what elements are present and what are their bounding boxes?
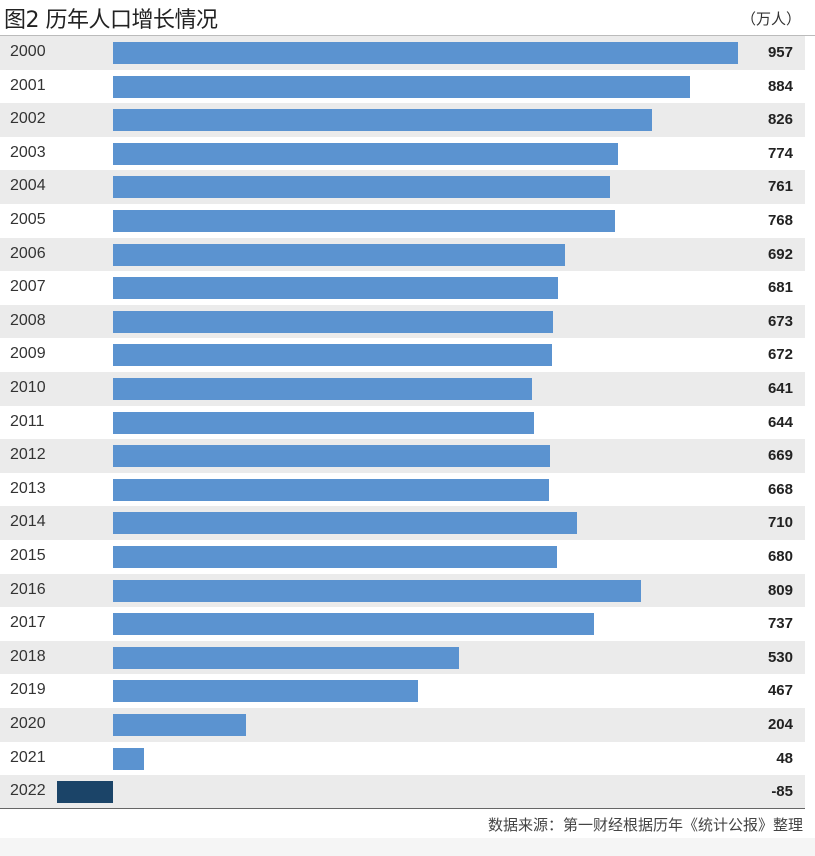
bar-row: 2016 809	[0, 573, 805, 608]
bar	[113, 42, 738, 64]
unit-label: （万人）	[740, 10, 801, 28]
category-label: 2021	[10, 748, 46, 766]
chart-title: 图2 历年人口增长情况	[4, 8, 218, 33]
category-label: 2006	[10, 244, 46, 262]
bar	[113, 579, 642, 602]
top-divider	[0, 35, 815, 36]
bar	[113, 243, 565, 266]
value-label: 809	[767, 581, 793, 599]
value-label: 710	[767, 514, 793, 532]
value-label: 826	[767, 111, 793, 129]
value-label: 692	[767, 245, 793, 263]
bar	[113, 714, 247, 736]
category-label: 2010	[10, 379, 46, 396]
category-label: 2011	[10, 412, 45, 430]
bar	[113, 613, 595, 636]
bar	[113, 747, 145, 770]
bar-row: 2010 641	[0, 372, 805, 406]
value-label: 761	[767, 178, 793, 196]
category-label: 2003	[10, 143, 46, 161]
category-label: 2000	[10, 43, 46, 60]
bar-row: 2019 467	[0, 674, 805, 708]
bar	[113, 109, 653, 132]
bar	[113, 310, 553, 333]
bar-row: 2004 761	[0, 170, 805, 204]
value-label: 681	[767, 279, 793, 297]
category-label: 2017	[10, 614, 46, 632]
bottom-divider	[0, 808, 805, 809]
bar-row: 2012 669	[0, 439, 805, 473]
bar	[113, 75, 691, 98]
value-label: 641	[767, 380, 793, 397]
bar	[113, 478, 550, 501]
bar	[113, 142, 619, 165]
bar	[113, 646, 460, 669]
bar-row: 2005 768	[0, 204, 805, 238]
category-label: 2012	[10, 446, 46, 464]
bar-row: 2009 672	[0, 338, 805, 372]
category-label: 2005	[10, 211, 46, 228]
bar	[113, 512, 577, 535]
bar	[113, 210, 615, 232]
bar-row: 2020 204	[0, 708, 805, 742]
bar	[113, 546, 558, 568]
bar-row: 2006 692	[0, 237, 805, 272]
bar-row: 2013 668	[0, 473, 805, 507]
value-label: 669	[767, 447, 793, 465]
value-label: -85	[771, 783, 793, 801]
value-label: 530	[767, 648, 793, 666]
value-label: 768	[767, 212, 793, 229]
bar	[113, 411, 534, 434]
category-label: 2002	[10, 110, 46, 128]
bar-row: 2017 737	[0, 607, 805, 641]
category-label: 2008	[10, 311, 46, 329]
bar-row: 2002 826	[0, 103, 805, 137]
category-label: 2019	[10, 681, 46, 699]
value-label: 672	[767, 346, 793, 364]
value-label: 884	[767, 77, 793, 95]
value-label: 204	[767, 716, 793, 733]
value-label: 680	[767, 548, 793, 565]
bar-row: 2001 884	[0, 70, 805, 104]
value-label: 957	[767, 44, 793, 61]
category-label: 2018	[10, 647, 46, 665]
bar-row: 2014 710	[0, 506, 805, 540]
category-label: 2001	[10, 76, 46, 94]
bar-row: 2000 957	[0, 36, 805, 70]
bar	[113, 176, 610, 199]
bar-row: 2008 673	[0, 304, 805, 339]
bar-row: 2022 -85	[0, 775, 805, 809]
bar	[113, 378, 532, 400]
bar	[113, 277, 558, 300]
value-label: 668	[767, 480, 793, 498]
value-label: 644	[767, 413, 793, 431]
category-label: 2016	[10, 580, 46, 598]
value-label: 673	[767, 312, 793, 330]
bar-row: 2003 774	[0, 137, 805, 171]
bar-row: 2018 530	[0, 640, 805, 675]
bar	[113, 445, 550, 468]
bar-row: 2007 681	[0, 271, 805, 305]
source-note: 数据来源：第一财经根据历年《统计公报》整理	[487, 816, 803, 834]
bar	[113, 680, 418, 703]
category-label: 2009	[10, 345, 46, 363]
bar-row: 2015 680	[0, 540, 805, 574]
value-label: 774	[767, 144, 793, 162]
category-label: 2015	[10, 547, 46, 564]
bar-row: 2021 48	[0, 742, 805, 776]
bar-row: 2011 644	[0, 406, 805, 440]
category-label: 2022	[10, 782, 46, 800]
value-label: 467	[767, 682, 793, 700]
category-label: 2004	[10, 177, 46, 195]
bar	[57, 781, 113, 804]
category-label: 2013	[10, 479, 46, 497]
value-label: 48	[776, 749, 793, 767]
category-label: 2020	[10, 715, 46, 732]
value-label: 737	[767, 615, 793, 633]
bar	[113, 344, 552, 367]
footer-area	[0, 838, 815, 856]
category-label: 2007	[10, 278, 46, 296]
category-label: 2014	[10, 513, 46, 531]
